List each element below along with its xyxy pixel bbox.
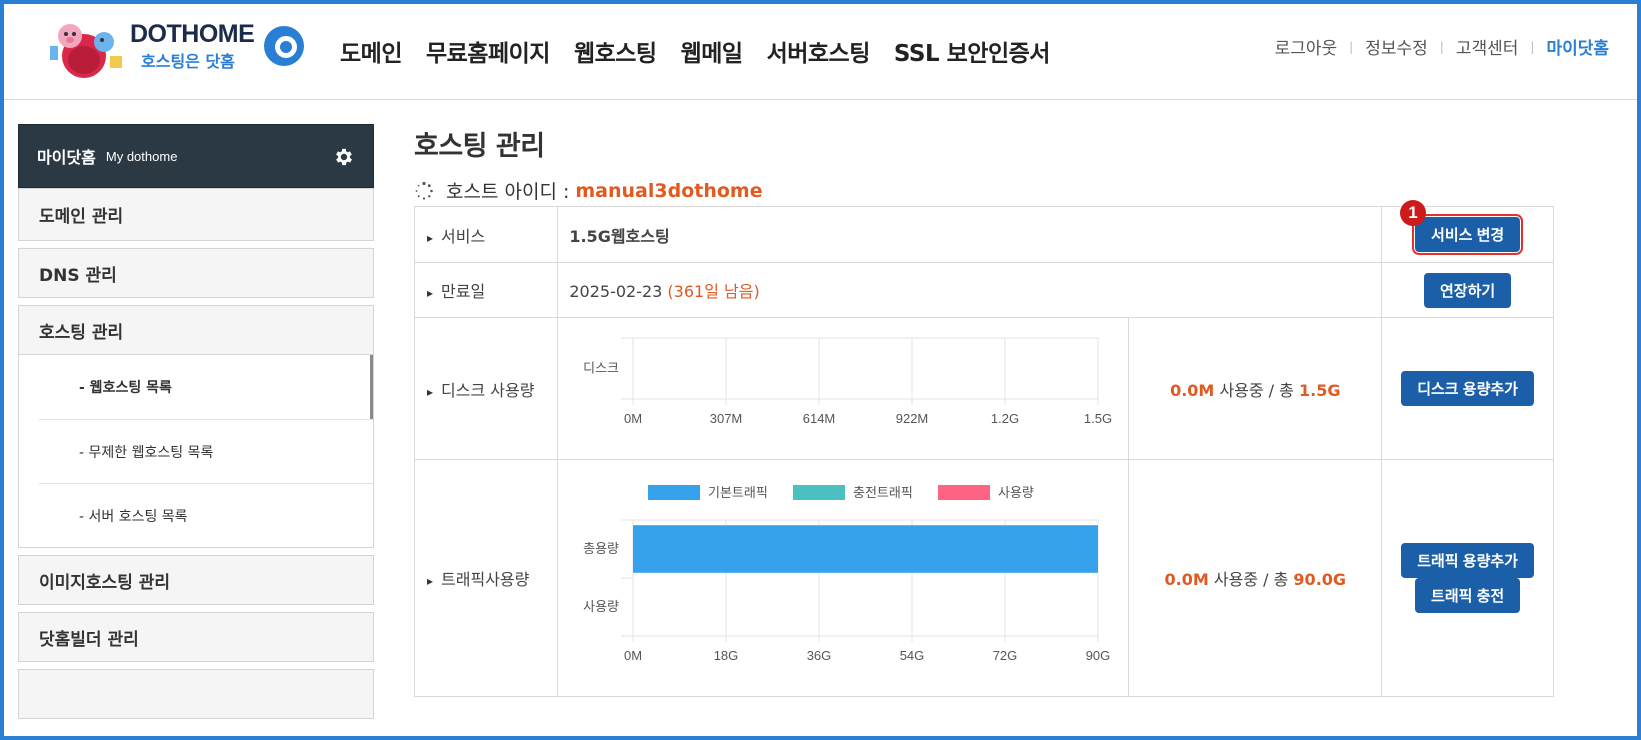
customer-center-link[interactable]: 고객센터 [1455,39,1519,59]
expiry-remaining: (361일 남음) [667,282,760,301]
extend-button[interactable]: 연장하기 [1424,272,1512,308]
chart-tick-label: 54G [900,648,925,663]
disk-chart-cell: 0M 307M 614M 922M 1.2G 1.5G 디스크 [557,317,1130,460]
row-label-traffic: 트래픽사용량 [413,459,559,697]
utility-nav: 로그아웃 | 정보수정 | 고객센터 | 마이닷홈 [1275,34,1609,59]
host-id-label: 호스트 아이디 : [446,181,570,203]
sidebar-item-hosting[interactable]: 호스팅 관리 [18,305,374,355]
sidebar-subtitle: My dothome [105,148,178,164]
site-header: DOTHOME 호스팅은 닷홈 도메인 무료홈페이지 웹호스팅 웹메일 서버호스… [4,4,1637,100]
hosting-info-table: 서비스 1.5G웹호스팅 서비스 변경 만료일 2025-02-23 (361일… [413,206,1554,697]
legend-label: 충전트래픽 [853,485,913,500]
chart-bar [633,525,1099,573]
row-label-expiry: 만료일 [413,262,559,318]
logo-subtext: 호스팅은 닷홈 [141,52,235,71]
disk-usage-summary: 0.0M 사용중 / 총 1.5G [1128,317,1383,460]
chart-tick-label: 307M [710,411,743,426]
sidebar-sub-web-hosting[interactable]: - 웹호스팅 목록 [39,355,373,419]
chart-tick-label: 0M [624,411,642,426]
legend-label: 기본트래픽 [708,485,768,500]
chart-category-label: 디스크 [583,361,619,376]
chart-tick-label: 922M [896,411,929,426]
expiry-button-cell: 연장하기 [1381,262,1554,318]
table-row: 디스크 사용량 0M 307M 614M 922M 1.2G 1.5G 디스크 0.0M 사… [413,317,1554,460]
table-row: 서비스 1.5G웹호스팅 서비스 변경 [413,206,1554,263]
table-row: 만료일 2025-02-23 (361일 남음) 연장하기 [413,262,1554,318]
service-value: 1.5G웹호스팅 [557,206,1383,263]
site-logo[interactable]: DOTHOME 호스팅은 닷홈 [38,12,308,86]
traffic-usage-summary: 0.0M 사용중 / 총 90.0G [1128,459,1383,697]
disk-total: 1.5G [1298,380,1341,400]
charge-traffic-button[interactable]: 트래픽 충전 [1415,578,1521,613]
logout-link[interactable]: 로그아웃 [1274,39,1338,59]
row-label-disk: 디스크 사용량 [413,317,559,460]
nav-web-hosting[interactable]: 웹호스팅 [573,41,657,67]
sidebar-title: 마이닷홈 [37,148,96,167]
traffic-button-cell: 트래픽 용량추가 트래픽 충전 [1381,459,1554,697]
util-divider: | [1530,39,1535,54]
sidebar-item-more[interactable] [18,669,374,719]
gear-icon[interactable] [333,146,355,168]
legend-swatch [938,485,991,500]
sidebar-sub-server-hosting[interactable]: - 서버 호스팅 목록 [39,483,373,547]
edit-info-link[interactable]: 정보수정 [1365,39,1428,59]
legend-swatch [648,485,701,500]
chart-tick-label: 72G [993,648,1018,663]
nav-server-hosting[interactable]: 서버호스팅 [766,41,871,67]
add-traffic-button[interactable]: 트래픽 용량추가 [1401,543,1534,578]
nav-webmail[interactable]: 웹메일 [680,41,743,67]
chart-tick-label: 614M [803,411,836,426]
sidebar-sub-unlimited-hosting[interactable]: - 무제한 웹호스팅 목록 [39,419,373,483]
change-service-button[interactable]: 서비스 변경 [1412,214,1524,255]
sidebar-sub-list: - 웹호스팅 목록 - 무제한 웹호스팅 목록 - 서버 호스팅 목록 [18,355,374,548]
sidebar-item-dns[interactable]: DNS 관리 [18,248,374,298]
sidebar-header: 마이닷홈 My dothome [18,124,374,188]
chart-tick-label: 18G [714,648,739,663]
disk-button-cell: 디스크 용량추가 [1381,317,1554,460]
row-label-service: 서비스 [413,206,559,263]
host-id-line: 호스트 아이디 : manual3dothome [414,177,1554,204]
sidebar: 마이닷홈 My dothome 도메인 관리 DNS 관리 호스팅 관리 - 웹… [18,124,374,719]
chart-tick-label: 36G [807,648,832,663]
legend-swatch [793,485,846,500]
logo-d-icon [264,26,304,66]
spinner-icon [415,181,433,200]
traffic-used-text: 사용중 / 총 [1213,570,1289,589]
chart-tick-label: 1.2G [991,411,1019,426]
util-divider: | [1439,39,1444,54]
chart-category-label: 사용량 [583,599,619,614]
host-id-value: manual3dothome [575,179,763,202]
disk-used-text: 사용중 / 총 [1219,380,1294,400]
sidebar-item-domain[interactable]: 도메인 관리 [18,188,374,241]
chart-tick-label: 1.5G [1084,411,1112,426]
logo-text: DOTHOME [130,20,255,48]
sidebar-item-image-hosting[interactable]: 이미지호스팅 관리 [18,555,374,605]
traffic-chart-cell: 기본트래픽 충전트래픽 사용량 0M 18G 36G 54G 72G 90G 총용량 사용량 [557,459,1130,697]
page-title: 호스팅 관리 [414,131,545,162]
add-disk-button[interactable]: 디스크 용량추가 [1401,371,1534,406]
traffic-used: 0.0M [1164,570,1209,589]
chart-category-label: 총용량 [583,541,619,556]
mascot-pig-icon [50,24,122,78]
nav-domain[interactable]: 도메인 [340,41,402,67]
main-nav: 도메인 무료홈페이지 웹호스팅 웹메일 서버호스팅 SSL 보안인증서 [340,34,1050,68]
util-divider: | [1349,39,1354,54]
nav-free-homepage[interactable]: 무료홈페이지 [425,41,550,67]
disk-used: 0.0M [1170,380,1215,400]
disk-usage-chart: 0M 307M 614M 922M 1.2G 1.5G 디스크 [583,337,1112,426]
expiry-date: 2025-02-23 [569,282,663,301]
legend-label: 사용량 [998,485,1034,500]
traffic-total: 90.0G [1293,570,1347,589]
nav-ssl[interactable]: SSL 보안인증서 [893,41,1051,67]
chart-tick-label: 0M [624,648,642,663]
main-content: 호스팅 관리 호스트 아이디 : manual3dothome 1 서비스 1.… [413,124,1554,697]
step-marker: 1 [1400,200,1426,226]
table-row: 트래픽사용량 기본트래픽충전트래픽사용량0M18G36G54G72G90G총용량… [413,459,1554,697]
sidebar-item-builder[interactable]: 닷홈빌더 관리 [18,612,374,662]
expiry-value: 2025-02-23 (361일 남음) [557,262,1383,318]
my-dothome-link[interactable]: 마이닷홈 [1546,39,1609,59]
chart-tick-label: 90G [1086,648,1111,663]
